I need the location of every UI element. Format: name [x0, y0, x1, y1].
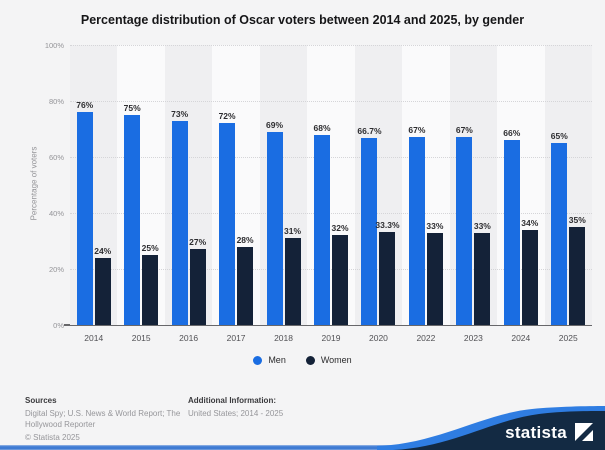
legend-label-men: Men: [268, 355, 286, 365]
y-tick-label: 100%: [44, 40, 64, 50]
gridline: [70, 45, 592, 46]
bar-men-2018[interactable]: 69%: [266, 120, 283, 325]
bar-women-2014[interactable]: 24%: [94, 246, 111, 325]
legend: Men Women: [0, 355, 605, 365]
y-tick-label: 80%: [48, 96, 64, 106]
bar-value-label: 73%: [171, 108, 189, 119]
gridline: [70, 157, 592, 158]
bar-men-2016[interactable]: 73%: [171, 109, 188, 325]
y-tick-label: 0%: [53, 320, 64, 330]
bar-value-label: 67%: [408, 125, 426, 136]
bar-women-2020[interactable]: 33.3%: [375, 220, 400, 325]
bar-women-2022[interactable]: 33%: [426, 221, 443, 325]
bar-value-label: 27%: [189, 237, 207, 248]
plot-area: Percentage of voters 0% 20% 40% 60% 80% 100% 7…: [30, 41, 592, 343]
statista-logo[interactable]: statista: [377, 398, 605, 450]
legend-label-women: Women: [320, 355, 352, 365]
bar-men-2025[interactable]: 65%: [551, 131, 568, 325]
bar-value-label: 75%: [123, 103, 141, 113]
x-axis-label-2018: 2018: [274, 333, 293, 343]
gridline: [70, 213, 592, 214]
bar-value-label: 35%: [568, 215, 586, 225]
sources-text: Digital Spy; U.S. News & World Report; T…: [25, 409, 181, 430]
y-axis-title: Percentage of voters: [29, 146, 39, 221]
statista-wordmark: statista: [505, 423, 567, 442]
bar-value-label: 76%: [76, 100, 94, 111]
x-axis-label-2019: 2019: [321, 333, 341, 343]
bar-value-label: 67%: [455, 125, 473, 136]
bar-men-2024[interactable]: 66%: [503, 128, 520, 325]
x-axis-label-2024: 2024: [511, 333, 531, 343]
gridline: [70, 101, 592, 102]
bar-value-label: 25%: [141, 243, 159, 253]
x-axis-line: [64, 324, 592, 326]
bar-value-label: 66%: [503, 128, 521, 139]
bar-value-label: 33%: [473, 220, 491, 231]
bar-women-2024[interactable]: 34%: [521, 218, 538, 325]
bar-value-label: 69%: [266, 119, 284, 130]
bar-value-label: 24%: [94, 245, 112, 256]
bar-women-2016[interactable]: 27%: [189, 237, 206, 325]
x-axis-label-2017: 2017: [226, 333, 246, 343]
x-axis-label-2020: 2020: [368, 333, 388, 343]
bar-women-2019[interactable]: 32%: [331, 223, 349, 325]
copyright-text: © Statista 2025: [25, 432, 80, 442]
x-axis-label-2022: 2022: [416, 333, 436, 343]
gridline: [70, 269, 592, 270]
bar-women-2018[interactable]: 31%: [284, 226, 301, 325]
additional-info-text: United States; 2014 - 2025: [188, 409, 284, 419]
bar-value-label: 28%: [236, 234, 254, 245]
legend-item-women[interactable]: Women: [305, 355, 352, 365]
bar-men-2017[interactable]: 72%: [219, 111, 236, 325]
bar-women-2023[interactable]: 33%: [474, 221, 491, 325]
bar-value-label: 68%: [313, 122, 331, 133]
bottom-accent-strip: [0, 445, 605, 450]
sources-block: Sources Digital Spy; U.S. News & World R…: [25, 395, 183, 443]
bar-value-label: 31%: [284, 226, 302, 237]
x-axis-label-2014: 2014: [84, 333, 104, 343]
bar-women-2015[interactable]: 25%: [142, 243, 159, 325]
bar-value-label: 72%: [218, 111, 236, 122]
statista-square-icon: [575, 423, 593, 441]
additional-info-block: Additional Information: United States; 2…: [188, 395, 346, 419]
y-tick-label: 60%: [48, 152, 64, 162]
bar-men-2023[interactable]: 67%: [456, 125, 473, 325]
statista-swoosh-icon: [377, 406, 605, 450]
bar-men-2019[interactable]: 68%: [313, 123, 331, 325]
x-axis-label-2015: 2015: [131, 333, 151, 343]
additional-info-heading: Additional Information:: [188, 396, 276, 405]
bar-men-2014[interactable]: 76%: [76, 100, 93, 325]
bar-men-2015[interactable]: 75%: [124, 103, 141, 325]
chart-title: Percentage distribution of Oscar voters …: [80, 13, 525, 27]
women-legend-dot-icon: [305, 355, 315, 365]
bar-men-2020[interactable]: 66.7%: [357, 126, 382, 325]
x-axis-label-2025: 2025: [558, 333, 578, 343]
bar-value-label: 66.7%: [357, 126, 382, 137]
bar-value-label: 33%: [426, 220, 444, 231]
bar-value-label: 34%: [521, 217, 539, 228]
y-tick-label: 20%: [48, 264, 64, 274]
x-axis-label-2016: 2016: [179, 333, 199, 343]
bar-women-2025[interactable]: 35%: [569, 215, 586, 325]
x-axis-label-2023: 2023: [463, 333, 483, 343]
bar-women-2017[interactable]: 28%: [237, 235, 254, 325]
bar-value-label: 33.3%: [375, 219, 400, 230]
y-tick-label: 40%: [48, 208, 64, 218]
men-legend-dot-icon: [253, 355, 263, 365]
sources-heading: Sources: [25, 396, 57, 405]
bar-men-2022[interactable]: 67%: [408, 125, 425, 325]
legend-item-men[interactable]: Men: [253, 355, 286, 365]
bar-value-label: 65%: [550, 131, 568, 141]
bar-value-label: 32%: [331, 223, 349, 234]
